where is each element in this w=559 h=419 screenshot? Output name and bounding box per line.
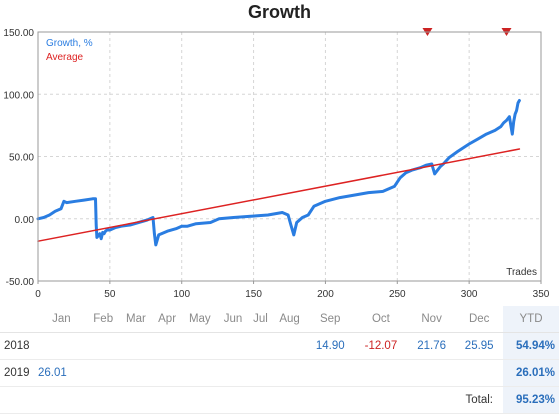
month-return-value (217, 332, 249, 360)
x-tick-label: 50 (104, 289, 116, 300)
table-header-month: Apr (152, 306, 182, 333)
table-header-month: May (181, 306, 218, 333)
total-row: Total: 95.23% (0, 386, 559, 414)
month-return-value (181, 332, 218, 360)
year-label: 2018 (0, 332, 36, 360)
table-header-month: Jan (36, 306, 87, 333)
table-header-ytd: YTD (503, 306, 559, 333)
month-return-value (353, 359, 408, 387)
growth-chart: 0 50 100 150 200 250 300 350 150.00 100.00 50.00 0… (3, 28, 550, 300)
chart-legend: Growth, % Average (46, 38, 93, 63)
x-tick-label: 200 (317, 289, 334, 300)
month-return-value (248, 332, 273, 360)
plot-frame (37, 31, 542, 282)
month-return-value (119, 359, 153, 387)
x-tick-label: 150 (245, 289, 262, 300)
x-tick-label: 0 (35, 289, 41, 300)
month-return-value (248, 359, 273, 387)
table-header-year (0, 306, 36, 333)
table-header-month: Aug (272, 306, 307, 333)
table-header-month: Jul (248, 306, 273, 333)
table-header-month: Sep (306, 306, 354, 333)
month-return-value (152, 359, 182, 387)
month-return-value (455, 359, 503, 387)
y-tick-label: 50.00 (9, 153, 34, 164)
x-axis-ticks: 0 50 100 150 200 250 300 350 (35, 281, 550, 300)
y-tick-label: 0.00 (15, 215, 35, 226)
total-value: 95.23% (503, 386, 559, 414)
month-return-value (272, 359, 307, 387)
y-tick-label: 100.00 (3, 90, 34, 101)
growth-series-line (36, 99, 521, 247)
month-return-value (36, 332, 87, 360)
month-return-value: 21.76 (407, 332, 456, 360)
table-header-month: Mar (119, 306, 153, 333)
monthly-returns-table: Jan Feb Mar Apr May Jun Jul Aug Sep Oct Nov Dec YTD … (0, 306, 559, 414)
month-return-value: 26.01 (36, 359, 87, 387)
month-return-value (86, 359, 120, 387)
year-label: 2019 (0, 359, 36, 387)
x-tick-label: 300 (461, 289, 478, 300)
y-tick-label: 150.00 (3, 28, 34, 39)
table-header-month: Nov (407, 306, 456, 333)
month-return-value: -12.07 (353, 332, 408, 360)
legend-entry: Growth, % (46, 38, 93, 49)
chart-title: Growth (248, 2, 311, 22)
table-header-month: Dec (455, 306, 503, 333)
table-header-month: Feb (86, 306, 120, 333)
table-row: 2018 14.90 -12.07 21.76 25.95 54.94% (0, 332, 559, 360)
chart-grid (38, 32, 541, 281)
table-header-month: Jun (217, 306, 249, 333)
table-row: 2019 26.01 26.01% (0, 359, 559, 387)
x-axis-label: Trades (506, 267, 537, 278)
month-return-value (272, 332, 307, 360)
average-series-line (37, 148, 521, 242)
month-return-value (217, 359, 249, 387)
x-tick-label: 350 (533, 289, 550, 300)
x-tick-label: 250 (389, 289, 406, 300)
month-return-value: 14.90 (306, 332, 354, 360)
legend-entry: Average (46, 52, 84, 63)
month-return-value: 25.95 (455, 332, 503, 360)
y-tick-label: -50.00 (6, 277, 35, 288)
y-axis-ticks: 150.00 100.00 50.00 0.00 -50.00 (3, 28, 34, 288)
table-header-month: Oct (353, 306, 408, 333)
table-header-row: Jan Feb Mar Apr May Jun Jul Aug Sep Oct Nov Dec YTD (0, 306, 559, 333)
ytd-value: 26.01% (503, 359, 559, 387)
month-return-value (407, 359, 456, 387)
month-return-value (181, 359, 218, 387)
month-return-value (152, 332, 182, 360)
ytd-value: 54.94% (503, 332, 559, 360)
chart-series (36, 99, 521, 247)
month-return-value (306, 359, 354, 387)
total-label: Total: (0, 386, 503, 414)
month-return-value (119, 332, 153, 360)
x-tick-label: 100 (173, 289, 190, 300)
month-return-value (86, 332, 120, 360)
